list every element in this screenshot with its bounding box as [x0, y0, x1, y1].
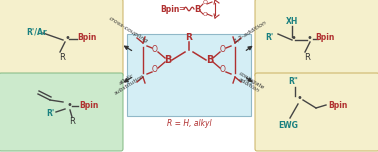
Text: •: •: [66, 100, 72, 110]
Text: B: B: [206, 55, 214, 65]
Text: cross-coupling: cross-coupling: [107, 16, 149, 44]
Text: 1,2-addition: 1,2-addition: [232, 20, 268, 44]
Text: R': R': [266, 33, 274, 43]
Text: Bpin: Bpin: [315, 33, 335, 43]
Text: R: R: [69, 116, 75, 126]
Text: •: •: [290, 33, 296, 43]
Text: allylic
substitution: allylic substitution: [110, 68, 146, 96]
Text: O: O: [203, 0, 208, 5]
Text: conjugate
addition: conjugate addition: [235, 71, 265, 95]
FancyBboxPatch shape: [0, 73, 123, 151]
FancyBboxPatch shape: [255, 73, 378, 151]
Text: •: •: [296, 93, 302, 103]
FancyBboxPatch shape: [127, 34, 251, 116]
Text: Bpin: Bpin: [79, 100, 98, 109]
Text: R': R': [46, 109, 54, 117]
Text: XH: XH: [286, 17, 298, 26]
Text: B: B: [194, 5, 200, 14]
Text: Bpin: Bpin: [160, 5, 180, 14]
Text: •: •: [64, 33, 70, 43]
Text: O: O: [220, 45, 226, 55]
FancyBboxPatch shape: [255, 0, 378, 77]
Text: O: O: [203, 12, 208, 17]
Text: Bpin: Bpin: [77, 33, 96, 43]
FancyBboxPatch shape: [0, 0, 123, 77]
Text: B: B: [164, 55, 172, 65]
Text: O: O: [152, 66, 158, 74]
Text: R = H, alkyl: R = H, alkyl: [167, 119, 211, 128]
Text: R: R: [304, 54, 310, 62]
Text: R'/Ar: R'/Ar: [26, 28, 46, 36]
Text: EWG: EWG: [278, 121, 298, 131]
Text: R": R": [288, 78, 298, 86]
Text: =: =: [178, 5, 184, 14]
Text: O: O: [152, 45, 158, 55]
Text: •: •: [306, 33, 312, 43]
Text: R: R: [59, 54, 65, 62]
Text: R: R: [186, 33, 192, 43]
Text: Bpin: Bpin: [328, 100, 347, 109]
Text: O: O: [220, 66, 226, 74]
